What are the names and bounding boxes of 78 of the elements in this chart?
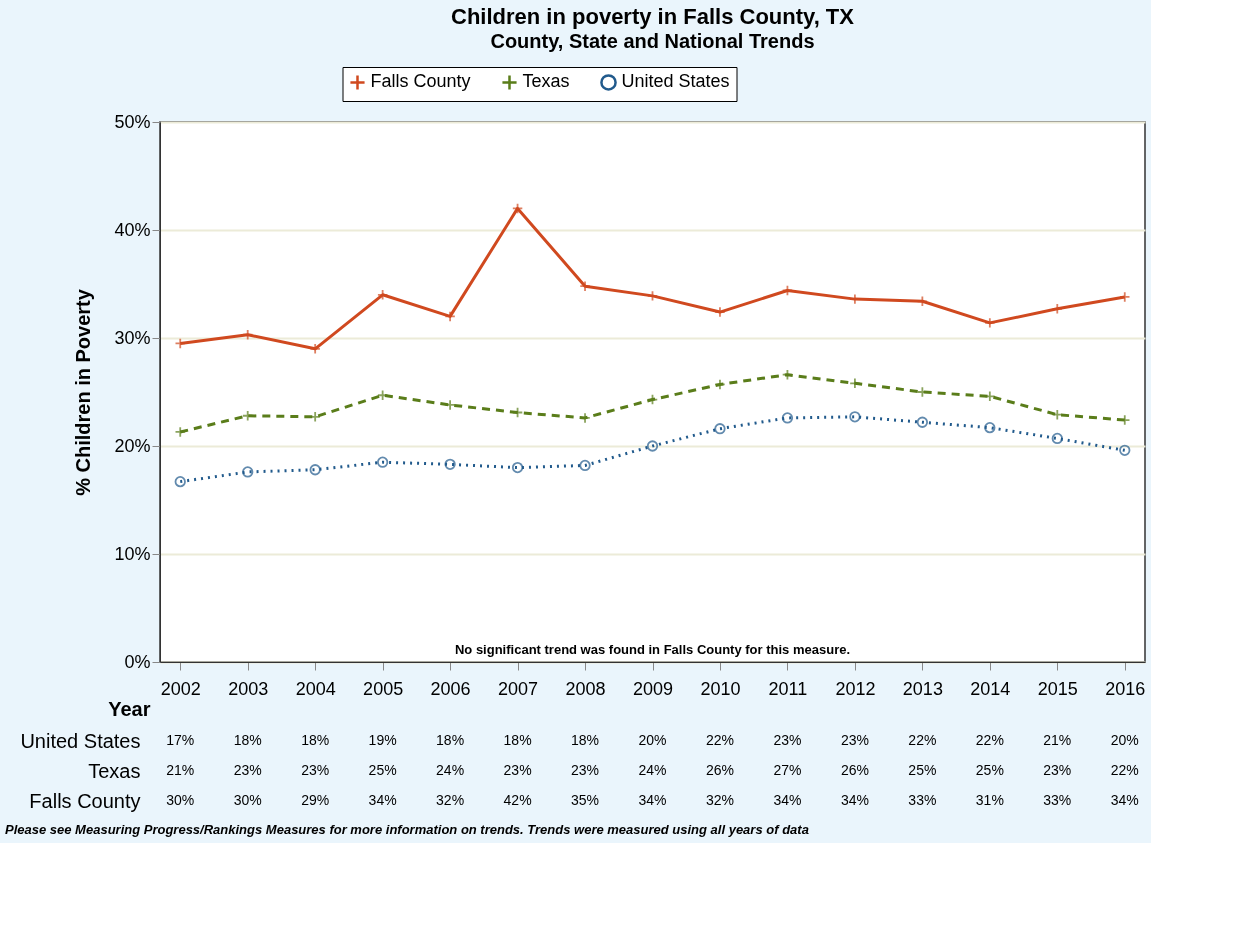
data-label: 19% [368, 732, 397, 748]
data-label: 30% [233, 792, 262, 808]
x-tick-label: 2005 [363, 678, 404, 699]
data-label: 32% [436, 792, 465, 808]
data-label: 23% [301, 762, 330, 778]
chart-title: Children in poverty in Falls County, TX [451, 4, 855, 29]
y-tick-label: 50% [114, 111, 151, 132]
data-label: 17% [166, 732, 195, 748]
data-label: 42% [503, 792, 532, 808]
x-tick-label: 2011 [768, 678, 808, 699]
y-tick-label: 10% [114, 543, 151, 564]
chart-subtitle: County, State and National Trends [490, 30, 815, 52]
x-tick-label: 2004 [295, 678, 336, 699]
data-label: 32% [705, 792, 734, 808]
data-label: 22% [975, 732, 1004, 748]
data-label: 23% [571, 762, 600, 778]
x-tick-label: 2003 [228, 678, 269, 699]
x-tick-label: 2016 [1105, 678, 1146, 699]
data-label: 22% [1110, 762, 1139, 778]
x-tick-label: 2007 [498, 678, 539, 699]
y-tick-label: 30% [114, 327, 151, 348]
data-label: 18% [571, 732, 600, 748]
data-label: 29% [301, 792, 330, 808]
data-label: 30% [166, 792, 195, 808]
data-label: 20% [638, 732, 667, 748]
data-label: 23% [773, 732, 802, 748]
x-tick-label: 2002 [160, 678, 201, 699]
data-label: 34% [1110, 792, 1139, 808]
data-label: 21% [166, 762, 195, 778]
data-label: 34% [368, 792, 397, 808]
legend-label: Texas [522, 71, 570, 92]
legend-label: Falls County [370, 71, 471, 92]
text: Please see Measuring Progress/Rankings Measures for more information on trends. Trends were measured using all years of data [5, 822, 809, 837]
data-label: 34% [840, 792, 869, 808]
y-tick-label: 0% [124, 651, 151, 672]
data-label: 18% [233, 732, 262, 748]
data-label: 33% [1043, 792, 1072, 808]
annotation: No significant trend was found in Falls County for this measure. [454, 642, 851, 657]
data-label: 18% [301, 732, 330, 748]
x-tick-label: 2008 [565, 678, 606, 699]
data-label: 27% [773, 762, 802, 778]
data-label: 21% [1043, 732, 1072, 748]
x-tick-label: 2006 [430, 678, 471, 699]
data-label: 26% [705, 762, 734, 778]
data-label: 22% [908, 732, 937, 748]
y-tick-label: 40% [114, 219, 151, 240]
data-label: 23% [1043, 762, 1072, 778]
data-label: 35% [571, 792, 600, 808]
data-label: 34% [773, 792, 802, 808]
data-label: 23% [840, 732, 869, 748]
x-tick-label: 2015 [1037, 678, 1078, 699]
data-label: 25% [368, 762, 397, 778]
data-label: 24% [638, 762, 667, 778]
x-axis-title: Year [108, 697, 151, 720]
data-label: 31% [975, 792, 1004, 808]
data-label: 25% [908, 762, 937, 778]
x-tick-label: 2010 [700, 678, 741, 699]
data-label: 33% [908, 792, 937, 808]
data-label: 22% [705, 732, 734, 748]
data-label: 23% [503, 762, 532, 778]
text: Texas [88, 759, 141, 782]
y-tick-label: 20% [114, 435, 151, 456]
data-label: 20% [1110, 732, 1139, 748]
data-label: 25% [975, 762, 1004, 778]
data-label: 34% [638, 792, 667, 808]
legend-label: United States [621, 71, 730, 92]
text: United States [20, 729, 141, 752]
x-tick-label: 2014 [970, 678, 1011, 699]
data-label: 18% [436, 732, 465, 748]
text: Falls County [29, 789, 141, 812]
data-label: 24% [436, 762, 465, 778]
y-axis-title: % Children in Poverty [72, 288, 95, 496]
x-tick-label: 2009 [632, 678, 674, 699]
x-tick-label: 2013 [902, 678, 943, 699]
data-label: 23% [233, 762, 262, 778]
data-label: 18% [503, 732, 532, 748]
data-label: 26% [840, 762, 869, 778]
x-tick-label: 2012 [835, 678, 876, 699]
